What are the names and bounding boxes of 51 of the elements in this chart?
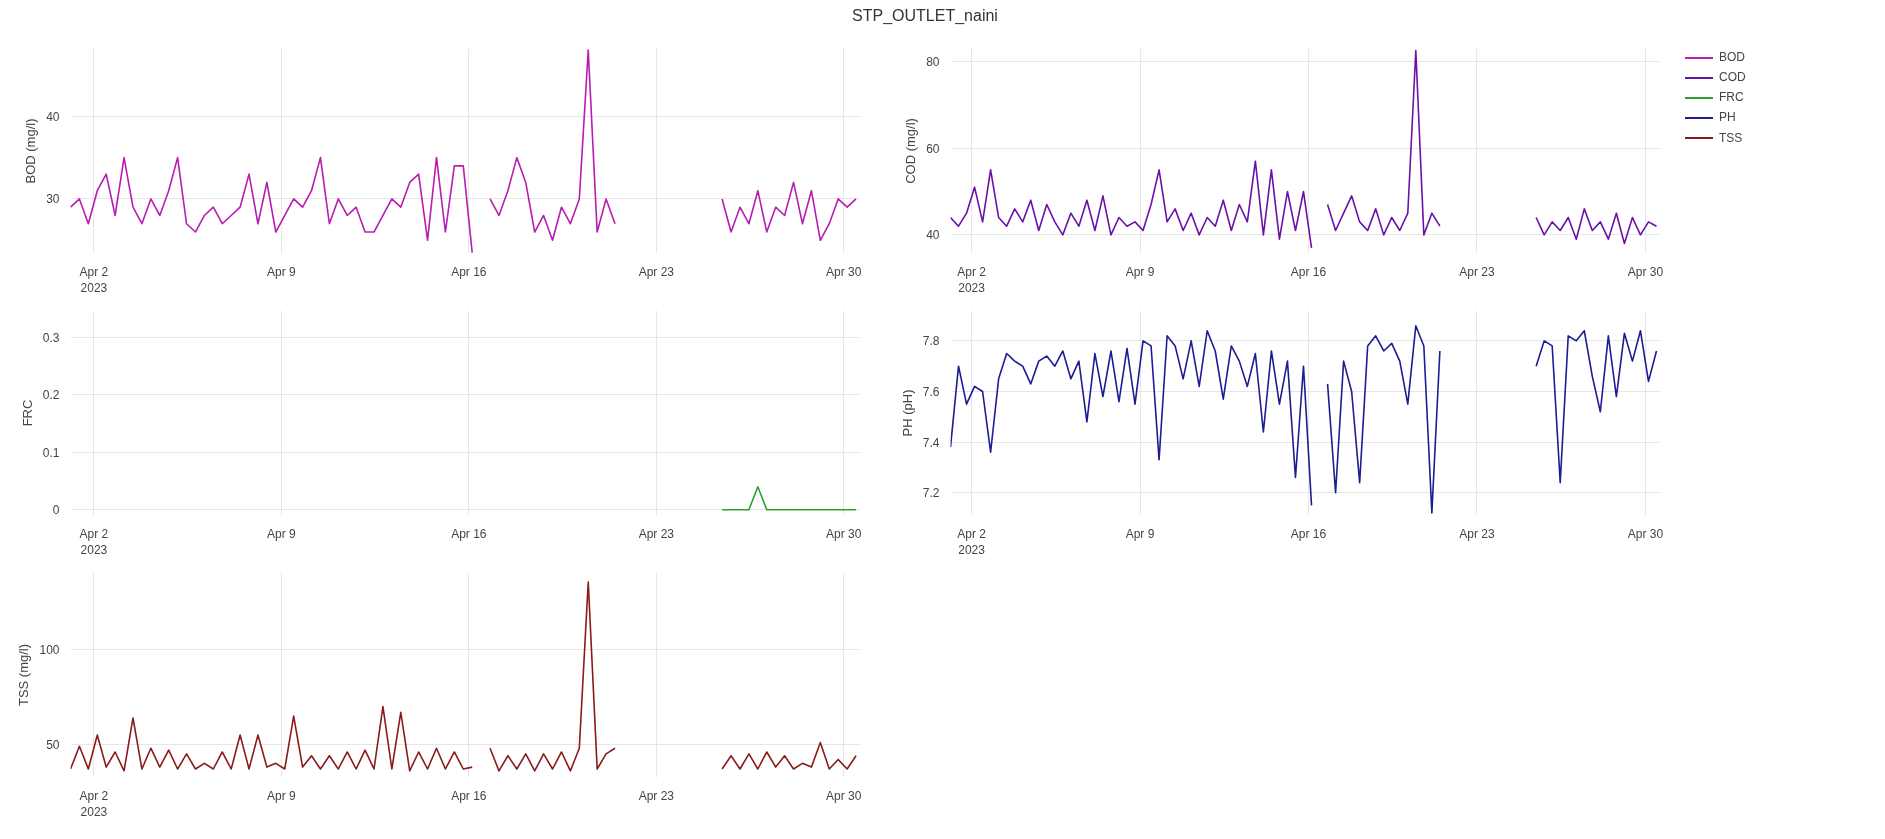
x-tick-label: Apr 16 [451,788,487,803]
x-tick-label: Apr 16 [1290,526,1327,541]
y-tick-label: 0.2 [42,388,60,403]
legend-label: FRC [1718,89,1745,107]
y-axis-title: TSS (mg/l) [16,643,32,707]
x-tick-label: Apr 9 [1125,264,1155,279]
x-tick-label: Apr 30 [826,526,862,541]
x-tick-label: Apr 2 2023 [79,526,109,558]
x-tick-label: Apr 2 2023 [79,788,109,820]
y-tick-label: 40 [46,109,60,124]
text: STP_OUTLET_naini [851,6,999,26]
y-tick-label: 0.1 [42,445,60,460]
x-tick-label: Apr 16 [451,264,487,279]
x-tick-label: Apr 9 [267,264,297,279]
x-tick-label: Apr 30 [1627,526,1664,541]
y-tick-label: 40 [926,228,940,243]
x-tick-label: Apr 30 [826,264,862,279]
x-tick-label: Apr 23 [638,264,675,279]
y-axis-title: BOD (mg/l) [23,118,39,184]
x-tick-label: Apr 23 [1459,264,1495,279]
x-tick-label: Apr 2 2023 [957,526,987,558]
y-tick-label: 30 [46,192,60,207]
y-axis-title: COD (mg/l) [903,118,919,184]
x-tick-label: Apr 9 [1125,526,1155,541]
x-tick-label: Apr 30 [826,788,862,803]
x-tick-label: Apr 2 2023 [957,264,987,296]
y-tick-label: 7.8 [922,334,940,349]
legend-label: PH [1718,109,1737,127]
y-tick-label: 7.2 [922,486,940,501]
x-tick-label: Apr 9 [267,526,297,541]
y-axis-title: PH (pH) [899,389,915,437]
y-tick-label: 80 [926,55,940,69]
legend-label: BOD [1718,49,1746,66]
y-tick-label: 100 [39,643,60,658]
x-tick-label: Apr 16 [451,526,487,541]
y-tick-label: 7.4 [922,435,940,450]
x-tick-label: Apr 30 [1627,264,1664,279]
y-tick-label: 60 [926,141,940,156]
y-tick-label: 50 [46,737,60,752]
x-tick-label: Apr 23 [638,526,675,541]
y-tick-label: 0 [52,503,60,518]
x-tick-label: Apr 23 [1459,526,1495,541]
y-tick-label: 0.3 [42,330,60,345]
legend-label: COD [1718,69,1746,87]
x-tick-label: Apr 2 2023 [79,264,109,296]
y-axis-title: FRC [19,399,35,427]
legend-label: TSS [1718,129,1744,147]
x-tick-label: Apr 9 [267,788,297,803]
x-tick-label: Apr 23 [638,788,675,803]
y-tick-label: 7.6 [922,384,940,399]
x-tick-label: Apr 16 [1290,264,1327,279]
